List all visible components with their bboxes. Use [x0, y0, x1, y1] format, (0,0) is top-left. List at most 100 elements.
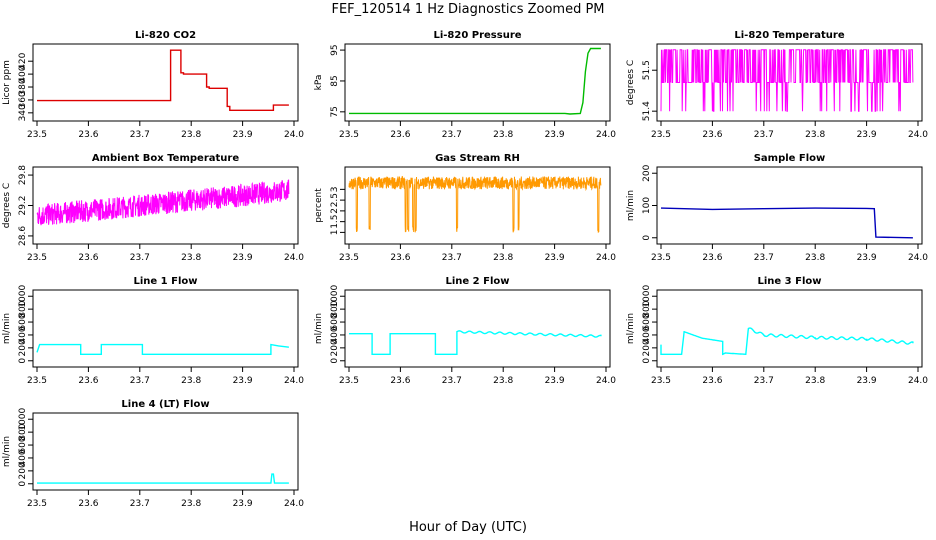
y-tick-label: 0 — [18, 481, 28, 487]
data-series-line — [348, 175, 602, 233]
data-series-line — [37, 473, 289, 484]
y-tick-label: 600 — [18, 436, 28, 453]
panel-title: Line 1 Flow — [134, 276, 198, 287]
y-tick-label: 600 — [330, 313, 340, 330]
y-tick-label: 200 — [642, 164, 652, 181]
y-tick-label: 0 — [330, 358, 340, 364]
x-tick-label: 23.5 — [651, 130, 671, 140]
y-tick-label: 1000 — [330, 285, 340, 308]
data-series-line — [349, 330, 602, 355]
x-tick-label: 23.8 — [493, 253, 513, 263]
panel-1: Li-820 CO2 23.5 23.6 23.7 23.8 23.9 24.0 340360… — [2, 30, 304, 140]
x-tick-label: 24.0 — [284, 499, 304, 509]
panel-3: Li-820 Temperature 23.5 23.6 23.7 23.8 23.9 24… — [626, 30, 928, 140]
x-tick-label: 23.7 — [754, 253, 774, 263]
x-tick-label: 23.7 — [130, 376, 150, 386]
plot-frame — [344, 289, 611, 368]
data-series-line — [660, 207, 913, 239]
x-tick-label: 23.5 — [651, 253, 671, 263]
y-tick-label: 800 — [18, 423, 28, 440]
y-tick-label: 0 — [642, 235, 652, 241]
x-tick-label: 23.6 — [390, 376, 410, 386]
data-series-line — [37, 49, 289, 111]
y-axis-label: ml/min — [314, 313, 324, 344]
x-tick-label: 23.7 — [442, 376, 462, 386]
panel-title: Line 2 Flow — [446, 276, 510, 287]
y-tick-label: 800 — [642, 300, 652, 317]
x-tick-label: 23.5 — [27, 499, 47, 509]
plot-frame — [344, 43, 611, 122]
panel-8: Line 2 Flow 23.5 23.6 23.7 23.8 23.9 24.0 0 2004… — [314, 276, 616, 386]
x-tick-label: 24.0 — [908, 130, 928, 140]
plot-frame — [32, 412, 299, 491]
y-tick-label: 400 — [330, 326, 340, 343]
x-tick-label: 24.0 — [284, 253, 304, 263]
y-tick-label: 2.5 — [330, 193, 340, 207]
panel-title: Line 4 (LT) Flow — [121, 399, 209, 410]
y-tick-label: 1.5 — [330, 214, 340, 228]
x-tick-label: 23.9 — [545, 253, 565, 263]
y-tick-label: 51.5 — [642, 60, 652, 80]
x-tick-label: 23.5 — [651, 376, 671, 386]
x-tick-label: 23.9 — [233, 253, 253, 263]
y-tick-label: 400 — [18, 65, 28, 82]
panel-title: Line 3 Flow — [758, 276, 822, 287]
x-tick-label: 23.6 — [390, 130, 410, 140]
x-tick-label: 23.7 — [442, 253, 462, 263]
x-tick-label: 24.0 — [596, 130, 616, 140]
x-tick-label: 23.8 — [181, 499, 201, 509]
x-tick-label: 23.8 — [493, 130, 513, 140]
y-tick-label: 200 — [18, 462, 28, 479]
panel-6: Sample Flow 23.5 23.6 23.7 23.8 23.9 24.0 0 100 2… — [626, 153, 928, 263]
x-tick-label: 23.6 — [702, 376, 722, 386]
x-tick-label: 23.6 — [702, 130, 722, 140]
panel-title: Gas Stream RH — [435, 153, 520, 164]
x-tick-label: 23.9 — [857, 130, 877, 140]
x-tick-label: 23.7 — [130, 130, 150, 140]
x-tick-label: 24.0 — [596, 376, 616, 386]
y-tick-label: 380 — [18, 78, 28, 95]
y-tick-label: 3 — [330, 186, 340, 192]
y-tick-label: 200 — [18, 339, 28, 356]
x-tick-label: 23.8 — [181, 376, 201, 386]
data-series-line — [660, 49, 914, 112]
y-tick-label: 400 — [642, 326, 652, 343]
y-tick-label: 200 — [330, 339, 340, 356]
x-tick-label: 23.5 — [339, 376, 359, 386]
x-tick-label: 24.0 — [284, 376, 304, 386]
data-series-line — [36, 179, 290, 226]
panel-9: Line 3 Flow 23.5 23.6 23.7 23.8 23.9 24.0 0 2004… — [626, 276, 928, 386]
x-tick-label: 23.5 — [339, 253, 359, 263]
y-tick-label: 29.2 — [18, 195, 28, 215]
y-tick-label: 600 — [18, 313, 28, 330]
x-tick-label: 23.7 — [130, 499, 150, 509]
panel-title: Li-820 CO2 — [135, 30, 196, 41]
panel-title: Sample Flow — [754, 153, 826, 164]
y-axis-label: degrees C — [626, 60, 636, 105]
panel-title: Li-820 Pressure — [433, 30, 521, 41]
y-tick-label: 360 — [18, 91, 28, 108]
y-tick-label: 800 — [18, 300, 28, 317]
data-series-line — [349, 47, 601, 115]
x-tick-label: 23.6 — [78, 376, 98, 386]
y-tick-label: 600 — [642, 313, 652, 330]
x-tick-label: 23.9 — [545, 130, 565, 140]
y-tick-label: 85 — [330, 75, 340, 86]
data-series-line — [660, 327, 914, 356]
y-tick-label: 1000 — [18, 408, 28, 431]
x-tick-label: 23.7 — [130, 253, 150, 263]
x-tick-label: 23.6 — [78, 253, 98, 263]
x-tick-label: 23.6 — [78, 499, 98, 509]
y-tick-label: 340 — [18, 104, 28, 121]
y-axis-label: ml/min — [2, 313, 12, 344]
y-tick-label: 95 — [330, 44, 340, 55]
x-tick-label: 23.9 — [233, 376, 253, 386]
panel-title: Li-820 Temperature — [734, 30, 844, 41]
x-tick-label: 23.8 — [805, 130, 825, 140]
figure-title: FEF_120514 1 Hz Diagnostics Zoomed PM — [331, 2, 604, 17]
panel-5: Gas Stream RH 23.5 23.6 23.7 23.8 23.9 24.0 1 1.… — [314, 153, 616, 263]
x-tick-label: 23.8 — [805, 253, 825, 263]
plot-frame — [344, 166, 611, 245]
panel-2: Li-820 Pressure 23.5 23.6 23.7 23.8 23.9 24.0 7… — [314, 30, 616, 140]
